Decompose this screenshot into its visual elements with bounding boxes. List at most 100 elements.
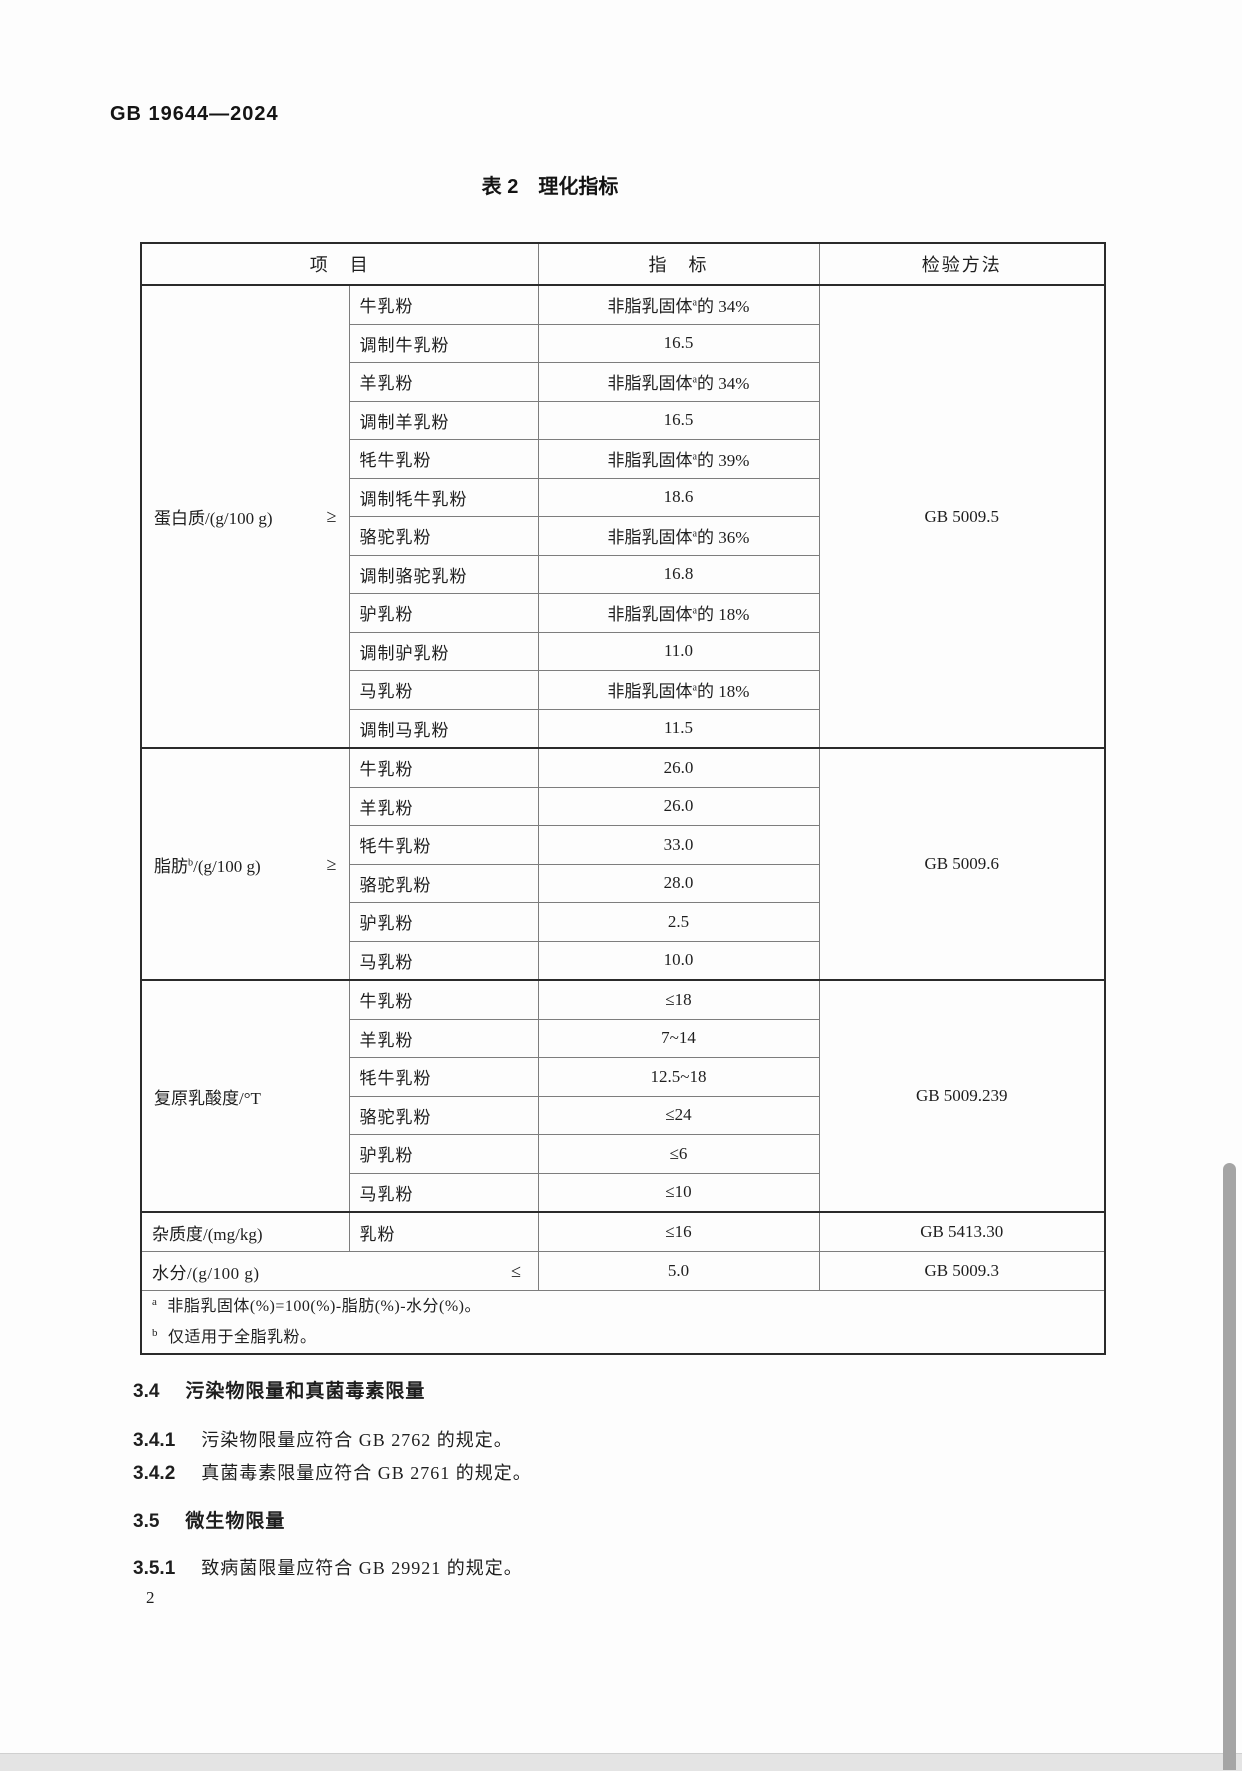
row-item: 调制驴乳粉 [348,631,539,671]
table-row: 蛋白质/(g/100 g) ≥ 牛乳粉 非脂乳固体a的 34% GB 5009.… [140,284,1106,749]
col-header-method: 检验方法 [818,242,1106,286]
section-number: 3.5 [133,1511,160,1532]
row-item: 牛乳粉 [348,979,539,1020]
clause-number: 3.4.2 [133,1463,176,1484]
table-row: 调制羊乳粉 16.5 [141,400,1105,440]
row-item: 羊乳粉 [348,1018,539,1058]
table-row: 驴乳粉 2.5 [141,902,1105,942]
col-header-item: 项 目 [140,242,539,286]
row-item: 调制牛乳粉 [348,323,539,363]
group-label-fat: 脂肪b/(g/100 g) ≥ [140,747,350,981]
table-row: 马乳粉 ≤10 [141,1172,1105,1213]
clause-number: 3.4.1 [133,1430,176,1451]
table-row: 调制牦牛乳粉 18.6 [141,477,1105,517]
row-item: 羊乳粉 [348,362,539,402]
row-item: 调制羊乳粉 [348,400,539,440]
table-header-row: 项 目 指 标 检验方法 [140,242,1106,286]
clause-3-5-1: 3.5.1 致病菌限量应符合 GB 29921 的规定。 [133,1554,523,1580]
table-row: 骆驼乳粉 非脂乳固体a的 36% [141,516,1105,556]
clause-3-4-2: 3.4.2 真菌毒素限量应符合 GB 2761 的规定。 [133,1459,532,1485]
gte-symbol: ≥ [326,853,337,874]
table-row: 水分/(g/100 g) ≤ 5.0 GB 5009.3 [140,1251,1106,1291]
vertical-scrollbar-thumb[interactable] [1223,1163,1236,1770]
clause-3-4-1: 3.4.1 污染物限量应符合 GB 2762 的规定。 [133,1426,513,1452]
table-row: 羊乳粉 非脂乳固体a的 34% [141,362,1105,402]
footnote-b: b 仅适用于全脂乳粉。 [152,1322,1094,1353]
row-value: ≤16 [537,1211,820,1252]
table-row: 脂肪b/(g/100 g) ≥ 牛乳粉 26.0 GB 5009.6 [140,747,1106,981]
row-item: 调制牦牛乳粉 [348,477,539,517]
method-cell-acidity: GB 5009.239 [818,979,1106,1213]
method-cell-impurity: GB 5413.30 [818,1211,1106,1252]
row-item: 马乳粉 [348,1172,539,1213]
table-row: 羊乳粉 7~14 [141,1018,1105,1058]
lte-symbol: ≤ [511,1260,522,1281]
row-value: 7~14 [537,1018,820,1058]
row-item: 马乳粉 [348,940,539,981]
row-item: 驴乳粉 [348,1134,539,1174]
footnote-a: a 非脂乳固体(%)=100(%)-脂肪(%)-水分(%)。 [152,1291,1094,1322]
table-row: 调制马乳粉 11.5 [141,708,1105,749]
table-row: 马乳粉 10.0 [141,940,1105,981]
row-item: 乳粉 [348,1211,539,1252]
row-value: 非脂乳固体a的 18% [537,670,820,710]
section-3-4-heading: 3.4 污染物限量和真菌毒素限量 [133,1376,425,1403]
row-value: 非脂乳固体a的 34% [537,284,820,325]
doc-number: GB 19644—2024 [110,103,279,125]
group-label-text: 复原乳酸度/°T [154,1088,261,1108]
horizontal-scrollbar-track[interactable] [0,1753,1242,1771]
row-value: 12.5~18 [537,1057,820,1097]
clause-number: 3.5.1 [133,1558,176,1579]
table-row: 马乳粉 非脂乳固体a的 18% [141,670,1105,710]
row-item: 驴乳粉 [348,902,539,942]
method-cell-fat: GB 5009.6 [818,747,1106,981]
clause-text: 污染物限量应符合 GB 2762 的规定。 [201,1430,513,1450]
table-footnote-row: a 非脂乳固体(%)=100(%)-脂肪(%)-水分(%)。 b 仅适用于全脂乳粉。 [140,1290,1106,1355]
footnote-marker: b [152,1326,158,1339]
group-label-acidity: 复原乳酸度/°T [140,979,350,1213]
section-3-5-heading: 3.5 微生物限量 [133,1506,285,1533]
row-value: ≤6 [537,1134,820,1174]
row-value: 非脂乳固体a的 34% [537,362,820,402]
table-row: 调制牛乳粉 16.5 [141,323,1105,363]
row-item: 羊乳粉 [348,786,539,826]
row-value: 18.6 [537,477,820,517]
footnote-text: 仅适用于全脂乳粉。 [168,1329,317,1346]
footnote-text: 非脂乳固体(%)=100(%)-脂肪(%)-水分(%)。 [167,1298,482,1315]
row-item: 牛乳粉 [348,747,539,788]
table-row: 牦牛乳粉 12.5~18 [141,1057,1105,1097]
row-item: 驴乳粉 [348,593,539,633]
row-value: ≤18 [537,979,820,1020]
row-item: 调制马乳粉 [348,708,539,749]
row-value: 28.0 [537,863,820,903]
row-value: ≤24 [537,1095,820,1135]
section-text: 微生物限量 [185,1511,286,1532]
row-value: 10.0 [537,940,820,981]
table-row: 驴乳粉 非脂乳固体a的 18% [141,593,1105,633]
row-value: 非脂乳固体a的 36% [537,516,820,556]
clause-text: 致病菌限量应符合 GB 29921 的规定。 [201,1558,523,1578]
table-row: 调制驴乳粉 11.0 [141,631,1105,671]
table-row: 驴乳粉 ≤6 [141,1134,1105,1174]
row-value: 5.0 [537,1251,820,1291]
row-value: 非脂乳固体a的 18% [537,593,820,633]
row-item: 骆驼乳粉 [348,863,539,903]
row-value: 33.0 [537,825,820,865]
row-label-moisture: 水分/(g/100 g) ≤ [140,1251,539,1291]
group-label-text: 蛋白质/(g/100 g) [154,509,273,528]
col-header-indicator: 指 标 [537,242,820,286]
table-row: 杂质度/(mg/kg) 乳粉 ≤16 GB 5413.30 [140,1211,1106,1252]
row-item: 牦牛乳粉 [348,439,539,479]
table-row: 牦牛乳粉 33.0 [141,825,1105,865]
table-row: 调制骆驼乳粉 16.8 [141,554,1105,594]
row-item: 调制骆驼乳粉 [348,554,539,594]
row-item: 牦牛乳粉 [348,1057,539,1097]
row-value: 26.0 [537,786,820,826]
row-label-text: 水分/(g/100 g) [152,1263,260,1283]
row-value: 2.5 [537,902,820,942]
page-number: 2 [146,1588,155,1607]
row-item: 骆驼乳粉 [348,1095,539,1135]
method-cell-moisture: GB 5009.3 [818,1251,1106,1291]
section-text: 污染物限量和真菌毒素限量 [185,1381,426,1402]
